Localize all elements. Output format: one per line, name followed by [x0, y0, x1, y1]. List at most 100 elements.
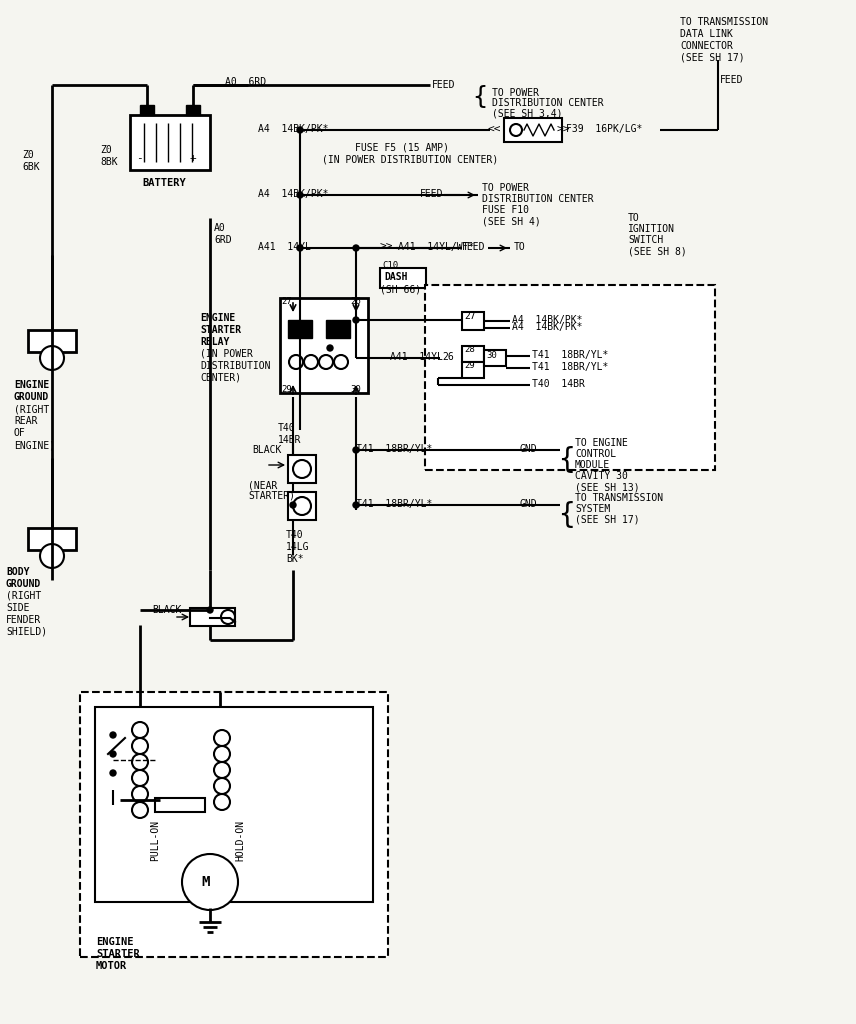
Text: C10: C10 [382, 260, 398, 269]
Text: ENGINE: ENGINE [14, 380, 50, 390]
Text: ENGINE: ENGINE [96, 937, 134, 947]
Text: FEED: FEED [432, 80, 455, 90]
Text: {: { [473, 85, 488, 109]
Text: {: { [557, 501, 574, 529]
Text: BK*: BK* [286, 554, 304, 564]
Text: 30: 30 [350, 385, 360, 394]
Text: OF: OF [14, 428, 26, 438]
Circle shape [214, 730, 230, 746]
Text: FUSE F10: FUSE F10 [482, 205, 529, 215]
Text: >>: >> [557, 125, 570, 135]
Text: HOLD-ON: HOLD-ON [235, 819, 245, 860]
Text: (RIGHT: (RIGHT [6, 591, 41, 601]
Circle shape [207, 607, 213, 613]
Text: CENTER): CENTER) [200, 373, 241, 383]
Circle shape [289, 355, 303, 369]
Circle shape [214, 778, 230, 794]
Bar [288, 319, 312, 338]
Text: STARTER: STARTER [96, 949, 140, 959]
Text: GROUND: GROUND [14, 392, 50, 402]
Text: ENGINE: ENGINE [200, 313, 235, 323]
Text: TO: TO [514, 242, 526, 252]
Text: DISTRIBUTION CENTER: DISTRIBUTION CENTER [492, 98, 603, 108]
Bar [190, 608, 235, 626]
Text: CONNECTOR: CONNECTOR [680, 41, 733, 51]
Text: 26: 26 [350, 298, 360, 306]
Text: STARTER): STARTER) [248, 490, 295, 501]
Text: 27: 27 [464, 311, 476, 321]
Text: BODY: BODY [6, 567, 29, 577]
Circle shape [353, 502, 359, 508]
Text: DASH: DASH [384, 272, 407, 282]
Text: 29: 29 [281, 385, 292, 394]
Circle shape [297, 127, 303, 133]
Text: A0  6RD: A0 6RD [225, 77, 266, 87]
Circle shape [293, 497, 311, 515]
Text: DATA LINK: DATA LINK [680, 29, 733, 39]
Text: GND: GND [520, 444, 538, 454]
Bar [288, 455, 316, 483]
Circle shape [334, 355, 348, 369]
Text: BATTERY: BATTERY [142, 178, 186, 188]
Bar [326, 319, 350, 338]
Circle shape [353, 447, 359, 453]
Text: A4  14BK/PK*: A4 14BK/PK* [258, 189, 329, 199]
Circle shape [110, 770, 116, 776]
Text: {: { [557, 446, 574, 474]
Circle shape [214, 794, 230, 810]
Circle shape [182, 854, 238, 910]
Text: REAR: REAR [14, 416, 38, 426]
Text: ENGINE): ENGINE) [14, 440, 55, 450]
Text: (SEE SH 17): (SEE SH 17) [680, 53, 745, 63]
Text: TO: TO [628, 213, 639, 223]
Text: T40  14BR: T40 14BR [532, 379, 585, 389]
Text: -: - [136, 153, 143, 163]
Text: GROUND: GROUND [6, 579, 41, 589]
Circle shape [132, 754, 148, 770]
Text: T40: T40 [278, 423, 295, 433]
Circle shape [214, 746, 230, 762]
Bar [186, 105, 200, 115]
Text: IGNITION: IGNITION [628, 224, 675, 234]
Text: FEED: FEED [420, 189, 443, 199]
Bar [95, 707, 373, 902]
Text: FEED: FEED [720, 75, 744, 85]
Bar [28, 528, 76, 550]
Bar [155, 798, 205, 812]
Circle shape [132, 770, 148, 786]
Bar [28, 330, 76, 352]
Bar [484, 350, 506, 366]
Bar [462, 312, 484, 330]
Bar [80, 692, 388, 957]
Circle shape [293, 460, 311, 478]
Circle shape [40, 346, 64, 370]
Text: GND: GND [520, 499, 538, 509]
Circle shape [327, 345, 333, 351]
Text: F39  16PK/LG*: F39 16PK/LG* [566, 124, 642, 134]
Text: 6BK: 6BK [22, 162, 39, 172]
Circle shape [110, 732, 116, 738]
Circle shape [304, 355, 318, 369]
Text: (SEE SH 8): (SEE SH 8) [628, 246, 687, 256]
Text: TO POWER: TO POWER [482, 183, 529, 193]
Text: (NEAR: (NEAR [248, 480, 277, 490]
Text: SHIELD): SHIELD) [6, 627, 47, 637]
Text: FUSE F5 (15 AMP): FUSE F5 (15 AMP) [355, 143, 449, 153]
Text: TO TRANSMISSION: TO TRANSMISSION [680, 17, 768, 27]
Text: Z0: Z0 [100, 145, 112, 155]
Text: 14BR: 14BR [278, 435, 301, 445]
Text: 14LG: 14LG [286, 542, 310, 552]
Text: FENDER: FENDER [6, 615, 41, 625]
Text: A41  14YL: A41 14YL [258, 242, 311, 252]
Text: 27: 27 [281, 298, 292, 306]
Text: STARTER: STARTER [200, 325, 241, 335]
Circle shape [132, 722, 148, 738]
Text: 28: 28 [464, 345, 475, 354]
Text: DISTRIBUTION CENTER: DISTRIBUTION CENTER [482, 194, 593, 204]
Text: T41  18BR/YL*: T41 18BR/YL* [356, 499, 432, 509]
Text: (SEE SH 17): (SEE SH 17) [575, 515, 639, 525]
Bar [288, 492, 316, 520]
Circle shape [297, 193, 303, 198]
Text: +: + [190, 153, 197, 163]
Circle shape [132, 738, 148, 754]
